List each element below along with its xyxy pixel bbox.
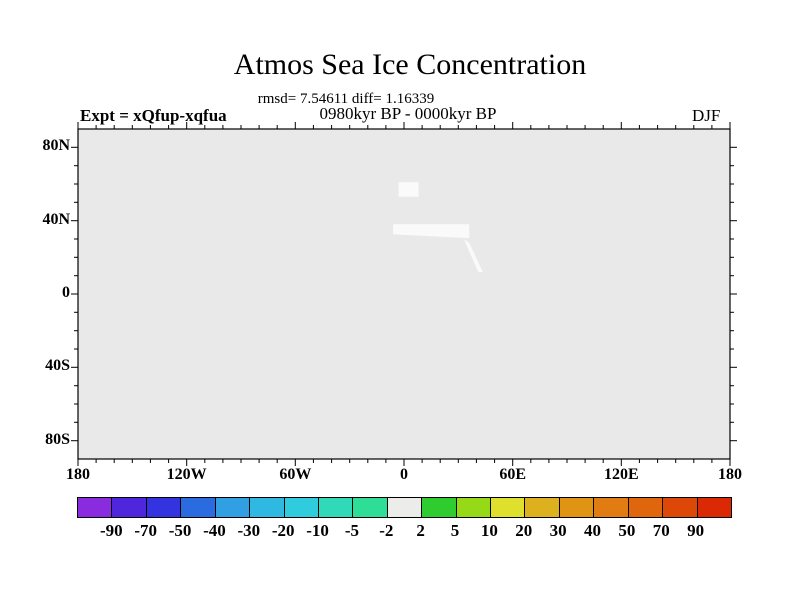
colorbar-segment [215,498,251,517]
colorbar-segment [146,498,182,517]
colorbar-tick-label: -90 [100,521,123,540]
colorbar-segment [181,498,216,517]
colorbar-segment [525,498,560,517]
y-axis-tick-label: 0 [62,284,70,301]
y-axis-tick-label: 80N [42,137,70,155]
ocean-background [78,129,730,459]
colorbar-segment [284,498,319,517]
colorbar-tick-label: 90 [687,521,705,540]
colorbar-tick-label: 50 [618,521,636,540]
colorbar-tick-label: -70 [134,521,158,540]
x-axis-tick-label: 60E [499,466,526,483]
x-axis-tick-label: 120E [603,466,639,483]
world-map [78,129,730,459]
y-axis-tick-label: 40N [42,210,70,228]
colorbar [77,497,732,518]
colorbar-segment [250,498,285,517]
x-axis-tick-label: 180 [66,466,90,483]
y-axis-tick-label: 80S [45,430,70,448]
colorbar-segment [559,498,595,517]
x-axis-tick-label: 0 [400,466,408,483]
season-label: DJF [692,106,721,125]
colorbar-tick-label: 5 [450,521,460,540]
x-axis-tick-label: 60W [279,466,312,483]
colorbar-segment [594,498,629,517]
colorbar-segment [456,498,492,517]
colorbar-segment [628,498,664,517]
experiment-label: Expt = xQfup-xqfua [80,106,227,125]
colorbar-tick-label: 30 [549,521,567,540]
period-line: 0980kyr BP - 0000kyr BP [319,104,497,123]
colorbar-tick-label: 70 [652,521,670,540]
y-axis-tick-label: 40S [45,357,70,375]
colorbar-tick-label: 40 [584,521,602,540]
colorbar-tick-label: -2 [379,521,394,540]
colorbar-segment [78,498,113,517]
chart-title: Atmos Sea Ice Concentration [233,48,587,81]
colorbar-tick-label: 10 [480,521,498,540]
colorbar-tick-label: 2 [416,521,425,540]
colorbar-segment [422,498,457,517]
colorbar-tick-label: 20 [515,521,533,540]
colorbar-segment [697,498,732,517]
colorbar-segment [112,498,147,517]
colorbar-segment [353,498,388,517]
colorbar-tick-label: -10 [306,521,329,540]
x-axis-tick-label: 120W [166,466,207,483]
colorbar-segment [387,498,423,517]
colorbar-segment [663,498,698,517]
stats-line: rmsd= 7.54611 diff= 1.16339 [257,91,435,107]
x-axis-tick-label: 180 [718,466,742,483]
colorbar-tick-label: -30 [237,521,261,540]
colorbar-tick-label: -50 [168,521,192,540]
colorbar-segment [318,498,354,517]
colorbar-segment [491,498,526,517]
colorbar-tick-label: -40 [203,521,226,540]
colorbar-tick-label: -5 [344,521,360,540]
colorbar-tick-label: -20 [271,521,295,540]
